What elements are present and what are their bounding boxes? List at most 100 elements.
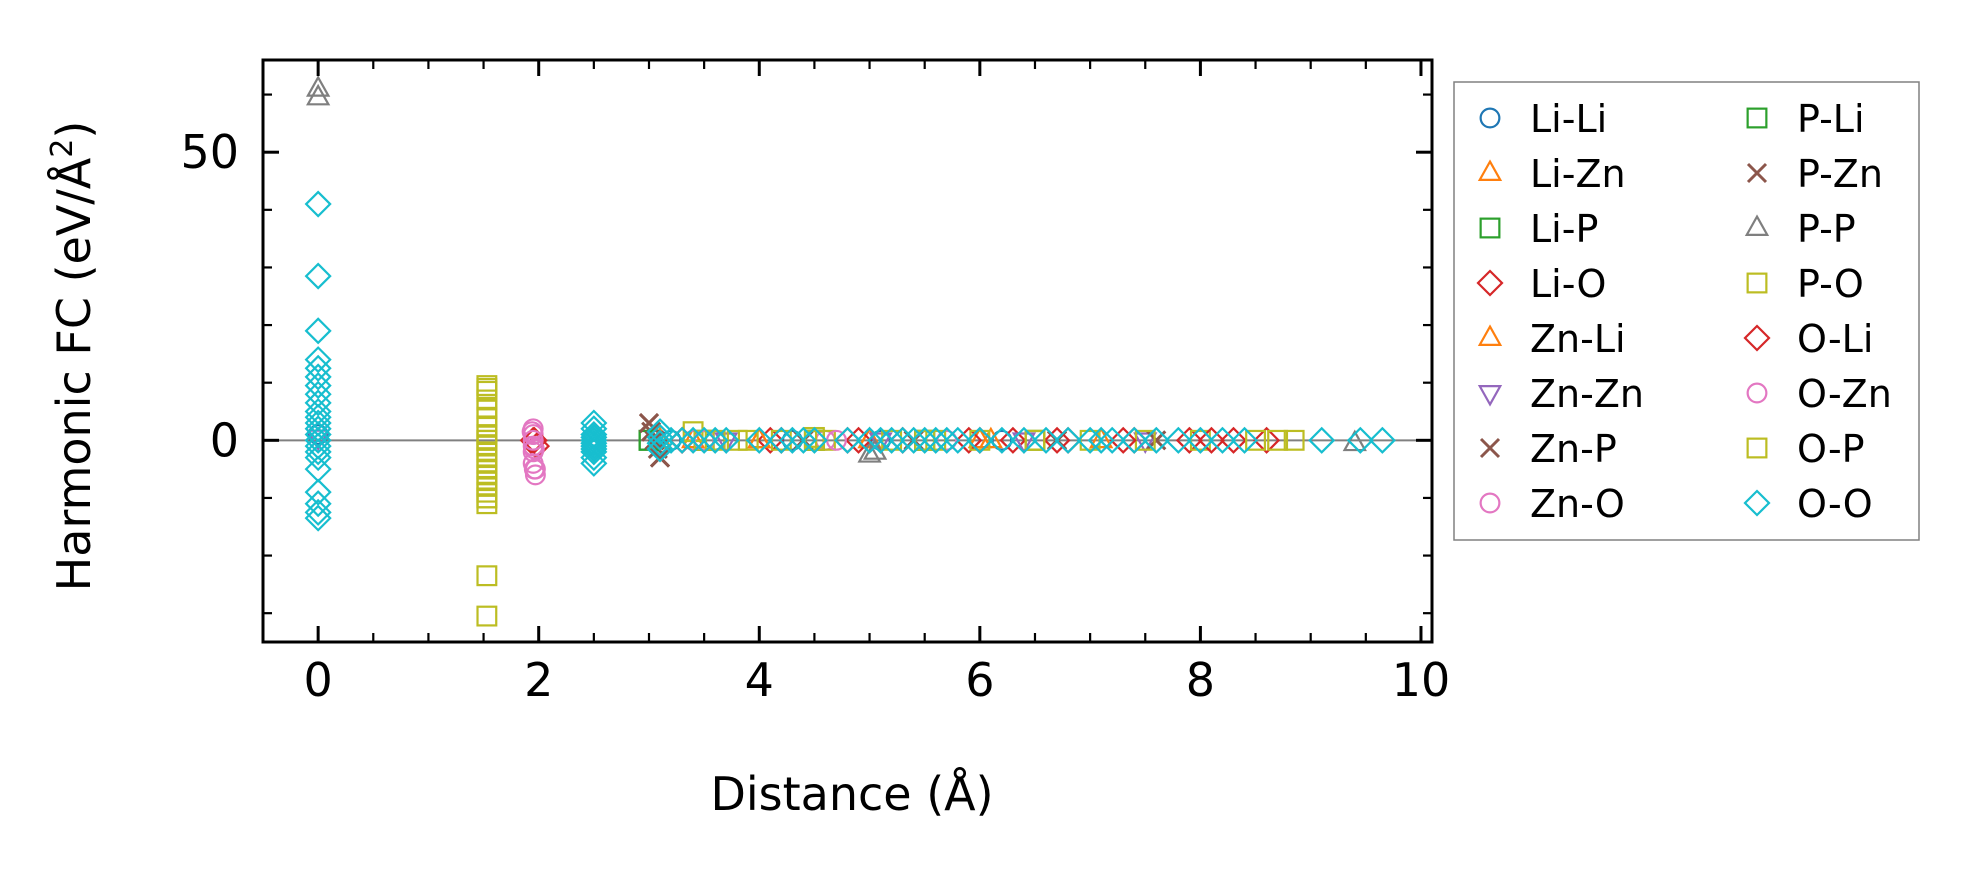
data-point-li-li: [307, 424, 329, 446]
data-point-o-p: [1024, 429, 1046, 451]
data-point-o-o: [657, 426, 685, 454]
y-axis-label-end: ): [47, 121, 101, 139]
data-point-o-o: [789, 426, 817, 454]
legend-box: [1453, 81, 1920, 541]
legend-marker-zn-zn: [1477, 385, 1503, 407]
data-point-p-o: [476, 452, 498, 474]
legend-label: P-O: [1797, 262, 1864, 306]
data-point-o-o: [778, 426, 806, 454]
data-point-p-p: [862, 438, 888, 460]
data-point-o-o: [304, 504, 332, 532]
data-point-o-o: [1087, 426, 1115, 454]
data-point-o-o: [304, 346, 332, 374]
data-point-o-o: [1032, 426, 1060, 454]
data-point-o-o: [833, 426, 862, 454]
data-point-o-o: [679, 426, 707, 454]
data-point-p-o: [1245, 429, 1267, 451]
data-point-o-p: [476, 487, 498, 509]
data-point-o-o: [767, 426, 795, 454]
legend-label: Zn-Li: [1530, 317, 1626, 361]
data-point-o-o: [701, 426, 729, 454]
data-point-o-o: [1076, 426, 1104, 454]
data-point-p-o: [476, 487, 498, 509]
data-point-o-o: [867, 426, 895, 454]
data-point-p-zn: [649, 447, 671, 468]
data-point-zn-li: [747, 426, 772, 449]
legend-item-zn-zn: Zn-Zn: [1477, 372, 1644, 416]
data-point-p-zn: [644, 430, 665, 451]
data-point-o-o: [304, 444, 332, 472]
data-point-o-p: [476, 429, 498, 451]
legend-label: O-Li: [1797, 317, 1873, 361]
data-point-p-o: [476, 464, 498, 486]
legend-item-p-p: P-P: [1744, 207, 1856, 251]
x-tick-label: 0: [304, 653, 333, 707]
series-p-p: [306, 75, 1367, 463]
data-point-o-o: [1010, 426, 1038, 454]
data-point-p-p: [306, 83, 331, 106]
legend-marker-li-p: [1479, 217, 1501, 239]
data-point-o-o: [580, 438, 608, 466]
data-point-o-o: [304, 478, 332, 506]
data-point-o-o: [1054, 426, 1082, 454]
data-point-p-o: [476, 441, 498, 463]
data-point-o-o: [580, 444, 608, 472]
legend-marker-o-p: [1746, 437, 1768, 459]
x-tick-label: 2: [524, 653, 553, 707]
legend-item-p-o: P-O: [1746, 262, 1864, 306]
data-point-zn-zn: [714, 432, 739, 454]
data-point-o-o: [966, 426, 994, 454]
y-tick-label: 0: [210, 413, 239, 467]
data-point-o-o: [304, 426, 332, 454]
data-point-o-o: [1230, 426, 1259, 454]
data-point-o-o: [304, 317, 332, 345]
legend: Li-Li Li-Zn Li-P Li-O Zn-Li Zn-Zn Zn-P Zn-O P-Li…: [1453, 81, 1920, 541]
data-point-p-o: [476, 493, 498, 515]
data-point-li-zn: [1089, 426, 1114, 449]
legend-marker-li-zn: [1477, 159, 1503, 181]
data-point-o-p: [476, 377, 498, 399]
axes: 0 2 4 6 8 10 0 50: [180, 58, 1450, 707]
data-point-o-o: [1164, 426, 1192, 454]
data-point-o-o: [580, 429, 608, 457]
data-point-p-o: [476, 605, 498, 627]
y-tick-label: 50: [180, 125, 239, 179]
data-point-o-o: [856, 426, 884, 454]
legend-label: Li-O: [1530, 262, 1606, 306]
data-point-p-o: [476, 481, 498, 503]
data-point-o-o: [304, 498, 332, 526]
data-point-o-zn: [523, 438, 545, 460]
data-point-o-o: [1098, 426, 1126, 454]
x-tick-label: 8: [1186, 653, 1215, 707]
data-point-zn-li: [857, 426, 882, 449]
data-point-o-o: [304, 389, 332, 417]
data-point-o-o: [580, 435, 608, 463]
data-point-o-o: [304, 354, 332, 382]
data-point-o-o: [646, 435, 674, 463]
data-point-o-o: [911, 426, 939, 454]
data-point-o-p: [1283, 429, 1305, 451]
legend-marker-zn-o: [1479, 492, 1501, 514]
legend-label: O-O: [1797, 482, 1873, 526]
data-points: [304, 75, 1396, 627]
legend-label: Zn-Zn: [1530, 372, 1644, 416]
data-point-o-o: [690, 426, 718, 454]
data-point-o-o: [668, 426, 696, 454]
data-point-o-o: [646, 429, 674, 457]
legend-marker-o-o: [1743, 489, 1771, 517]
data-point-zn-zn: [1011, 432, 1037, 454]
legend-item-li-p: Li-P: [1479, 207, 1598, 251]
data-point-p-o: [476, 470, 498, 492]
y-axis-label: Harmonic FC (eV/Å2): [45, 121, 101, 592]
legend-marker-p-zn: [1746, 162, 1768, 184]
legend-item-zn-o: Zn-O: [1479, 482, 1625, 526]
legend-label: Li-Zn: [1530, 152, 1626, 196]
data-point-o-o: [1142, 426, 1170, 454]
data-point-o-o: [1208, 426, 1237, 454]
legend-item-zn-li: Zn-Li: [1477, 317, 1626, 361]
data-point-o-o: [304, 490, 332, 518]
x-tick-label: 4: [745, 653, 774, 707]
data-point-o-o: [1308, 426, 1336, 454]
data-point-p-o: [476, 565, 498, 587]
data-point-o-o: [1186, 426, 1214, 454]
